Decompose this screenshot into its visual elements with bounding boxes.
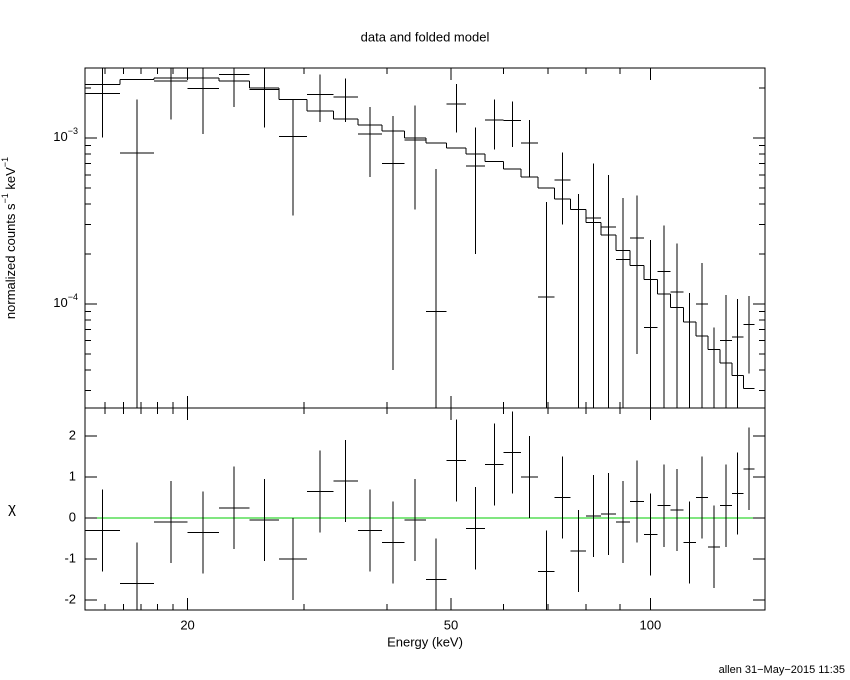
- x-tick-label: 100: [639, 617, 661, 632]
- y-tick-base: 10: [53, 295, 67, 310]
- y-axis-label-part: keV: [3, 167, 18, 193]
- y-tick-label: 0: [69, 509, 76, 524]
- y-tick-label: -1: [64, 551, 76, 566]
- y-tick-label: 2: [69, 427, 76, 442]
- top-plot: [85, 68, 755, 408]
- y-axis-label-part: normalized counts s: [3, 203, 18, 319]
- x-axis-label: Energy (keV): [387, 634, 463, 649]
- y-axis-label-exponent: −1: [0, 193, 10, 203]
- y-tick-exponent: −4: [68, 292, 78, 302]
- y-tick-label: 10−4: [53, 292, 78, 310]
- y-tick-label: 1: [69, 468, 76, 483]
- chart-title: data and folded model: [361, 29, 490, 44]
- y-axis-label: χ: [8, 500, 16, 517]
- bottom-plot: [85, 411, 765, 610]
- bottom-frame: [84, 407, 766, 611]
- x-tick-label: 20: [180, 617, 194, 632]
- top-frame: [84, 67, 766, 409]
- y-tick-base: 10: [53, 129, 67, 144]
- y-tick-label: 10−3: [53, 126, 78, 144]
- y-axis-label-exponent: −1: [0, 157, 10, 167]
- footer: allen 31−May−2015 11:35: [719, 664, 845, 676]
- y-axis-label: normalized counts s−1 keV−1: [0, 157, 18, 319]
- y-tick-label: -2: [64, 592, 76, 607]
- y-tick-exponent: −3: [68, 126, 78, 136]
- x-tick-label: 50: [444, 617, 458, 632]
